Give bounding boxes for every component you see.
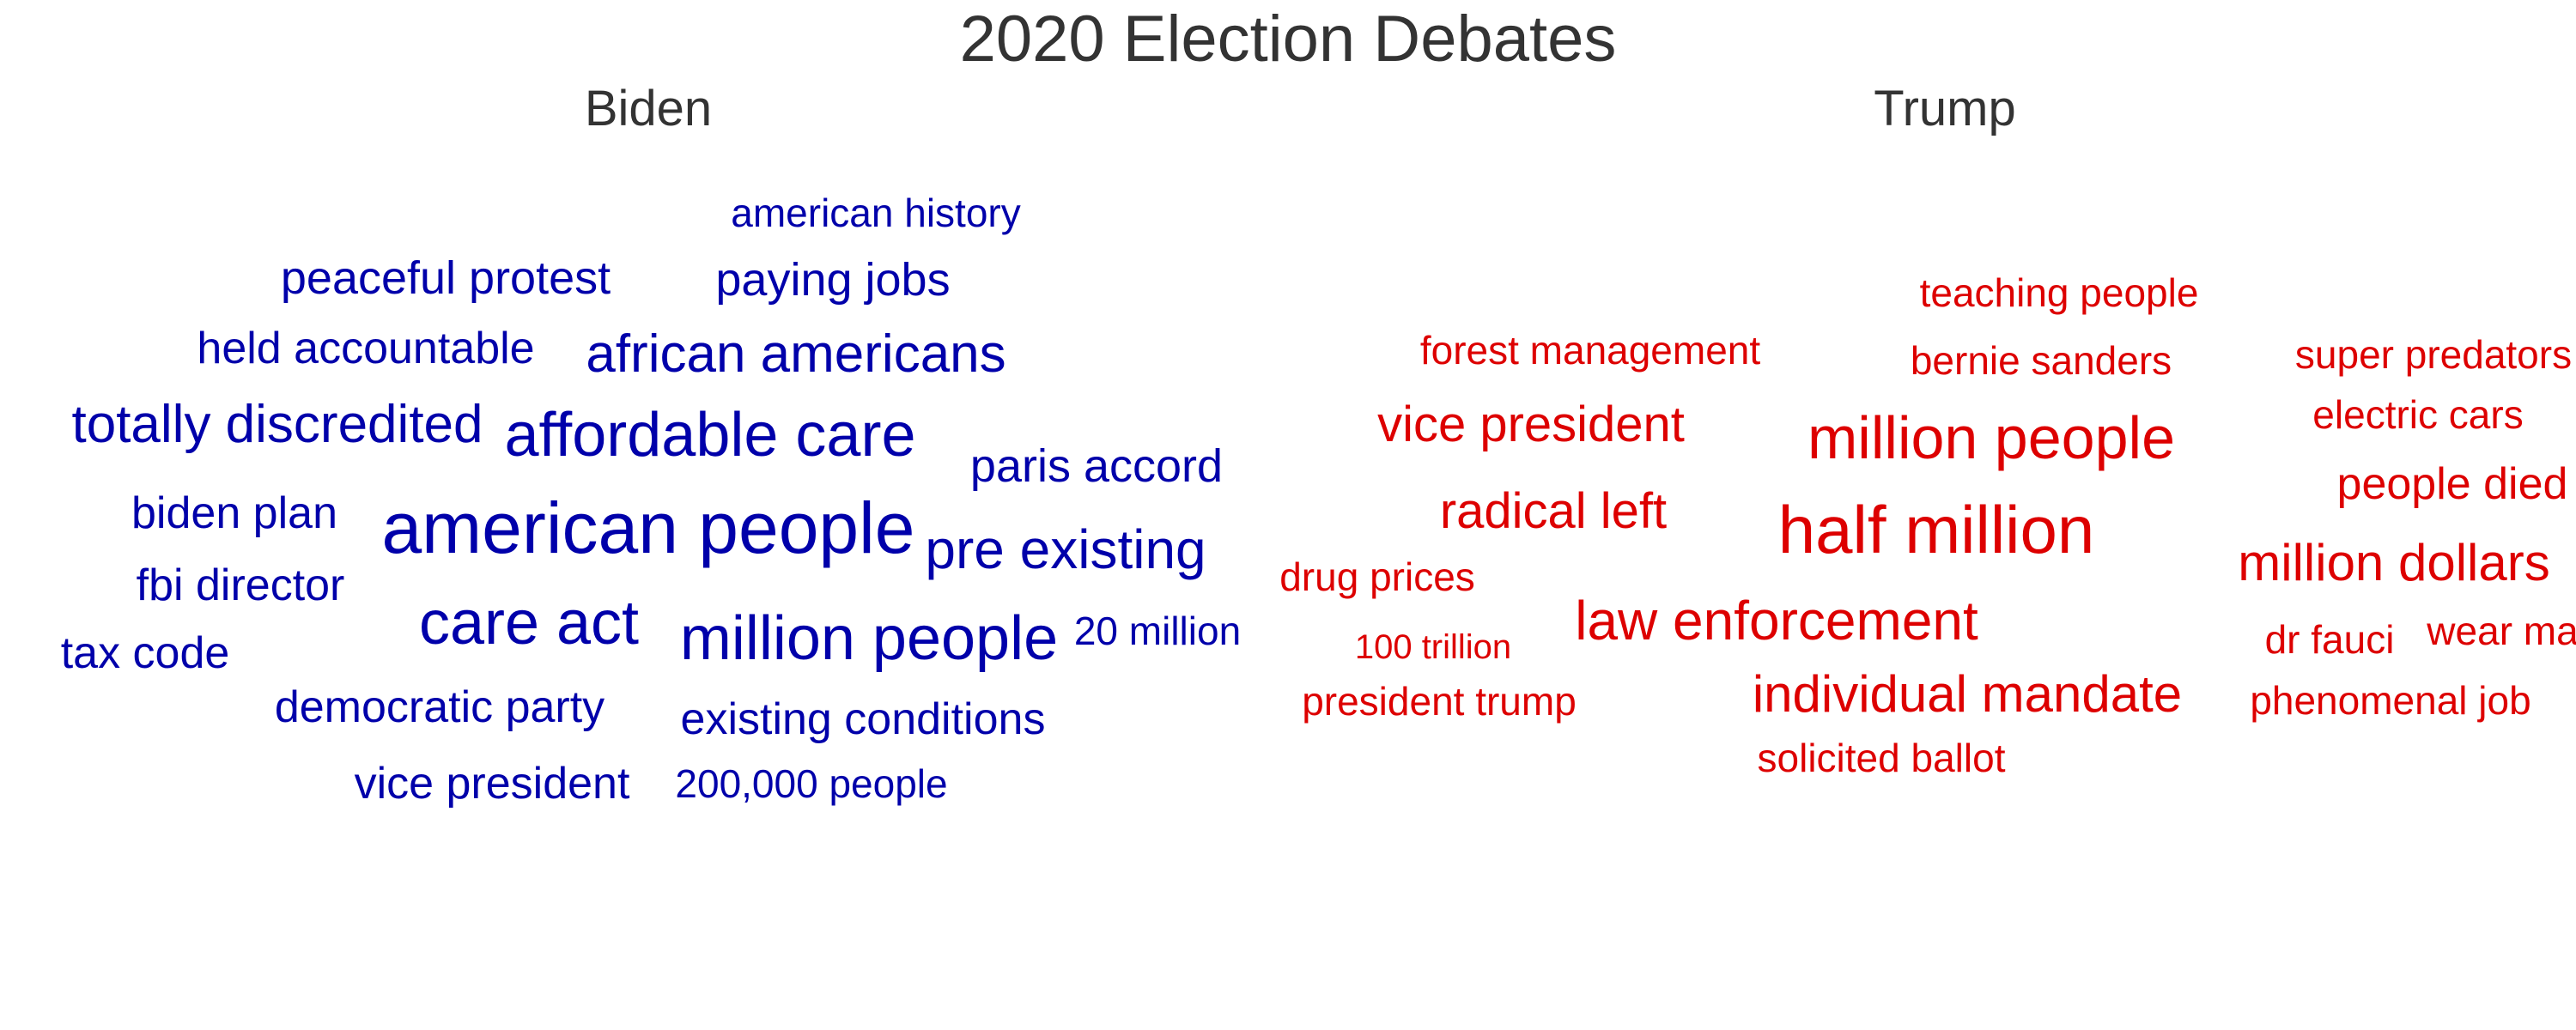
biden-word-fbi-director: fbi director [136,560,345,610]
trump-word-president-trump: president trump [1302,679,1577,724]
biden-word-vice-president: vice president [354,759,630,809]
biden-word-totally-discredited: totally discredited [71,395,483,454]
trump-word-law-enforcement: law enforcement [1575,590,1978,651]
biden-word-20-million: 20 million [1073,609,1242,653]
biden-word-pre-existing: pre existing [925,518,1206,580]
biden-word-existing-conditions: existing conditions [680,694,1046,744]
biden-word-democratic-party: democratic party [274,682,605,732]
trump-word-phenomenal-job: phenomenal job [2250,678,2531,723]
trump-panel-title: Trump [1874,81,2016,136]
biden-word-affordable-care: affordable care [504,401,916,470]
trump-word-solicited-ballot: solicited ballot [1757,736,2006,780]
trump-word-people-died: people died [2336,459,2568,509]
biden-word-tax-code: tax code [60,628,230,678]
biden-word-peaceful-protest: peaceful protest [280,252,611,304]
trump-word-million-dollars: million dollars [2238,534,2550,591]
trump-panel: Trump teaching people forest management be… [1279,0,2576,1030]
biden-word-african-americans: african americans [586,324,1006,384]
trump-word-individual-mandate: individual mandate [1752,665,2183,723]
biden-word-million-people: million people [679,604,1059,673]
biden-word-paying-jobs: paying jobs [715,254,951,306]
biden-panel-title: Biden [584,81,713,136]
biden-word-american-history: american history [731,191,1021,235]
trump-word-half-million: half million [1777,492,2095,567]
biden-word-biden-plan: biden plan [131,488,337,538]
trump-word-radical-left: radical left [1439,483,1668,539]
biden-word-paris-accord: paris accord [969,440,1224,492]
trump-word-vice-president: vice president [1377,397,1685,452]
trump-word-teaching-people: teaching people [1919,270,2199,315]
trump-word-super-predators: super predators [2294,332,2573,377]
trump-word-million-people: million people [1807,404,2176,471]
biden-panel: Biden american history peaceful protest pa… [60,81,1242,809]
biden-word-care-act: care act [418,589,640,657]
trump-word-electric-cars: electric cars [2312,392,2524,437]
trump-word-100-trillion: 100 trillion [1354,628,1512,666]
biden-word-held-accountable: held accountable [197,324,535,373]
trump-word-wear-masks: wear masks [2427,609,2576,653]
biden-word-200-000-people: 200,000 people [675,761,948,806]
trump-word-drug-prices: drug prices [1279,554,1475,599]
trump-word-bernie-sanders: bernie sanders [1910,338,2172,383]
trump-word-forest-management: forest management [1419,328,1761,373]
chart-title: 2020 Election Debates [959,3,1617,76]
trump-word-dr-fauci: dr fauci [2264,617,2395,662]
biden-word-american-people: american people [381,488,915,568]
